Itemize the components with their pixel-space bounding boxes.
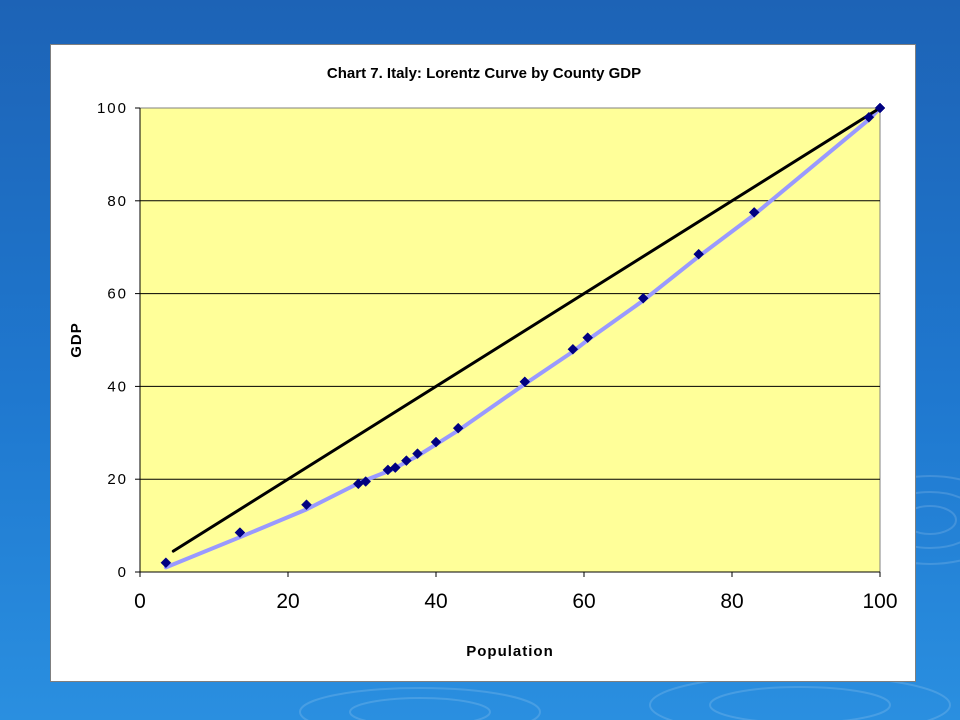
data-point bbox=[389, 462, 401, 473]
data-point bbox=[360, 476, 372, 487]
x-tick-label: 40 bbox=[424, 590, 447, 613]
x-tick-label: 100 bbox=[862, 590, 897, 613]
y-axis-label: GDP bbox=[68, 322, 85, 358]
data-point bbox=[412, 448, 423, 460]
data-point bbox=[519, 376, 531, 388]
data-point bbox=[401, 455, 412, 466]
x-tick-label: 20 bbox=[276, 590, 299, 613]
x-tick-label: 0 bbox=[134, 590, 146, 613]
lorenz-curve-line bbox=[163, 106, 882, 570]
data-point bbox=[301, 499, 312, 511]
x-tick-label: 60 bbox=[572, 590, 595, 613]
data-point bbox=[430, 436, 442, 448]
chart-card: Chart 7. Italy: Lorentz Curve by County … bbox=[50, 44, 916, 682]
data-point bbox=[452, 422, 464, 434]
lorentz-chart: Chart 7. Italy: Lorentz Curve by County … bbox=[68, 65, 898, 660]
y-tick-label: 20 bbox=[107, 471, 128, 488]
data-point bbox=[748, 207, 760, 218]
data-point bbox=[874, 102, 886, 114]
equality-line bbox=[171, 106, 882, 553]
data-point bbox=[693, 248, 705, 260]
data-point bbox=[234, 527, 246, 538]
y-tick-label: 40 bbox=[107, 378, 128, 395]
x-axis-label: Population bbox=[466, 643, 554, 660]
data-point bbox=[863, 111, 875, 123]
y-tick-label: 80 bbox=[107, 193, 128, 210]
y-tick-label: 0 bbox=[118, 564, 128, 581]
y-tick-label: 100 bbox=[97, 100, 128, 117]
data-point bbox=[160, 557, 172, 569]
y-tick-label: 60 bbox=[107, 286, 128, 303]
data-point bbox=[637, 292, 649, 304]
chart-title: Chart 7. Italy: Lorentz Curve by County … bbox=[327, 65, 641, 82]
x-tick-label: 80 bbox=[720, 590, 743, 613]
data-point bbox=[582, 332, 594, 344]
data-point bbox=[567, 343, 579, 355]
